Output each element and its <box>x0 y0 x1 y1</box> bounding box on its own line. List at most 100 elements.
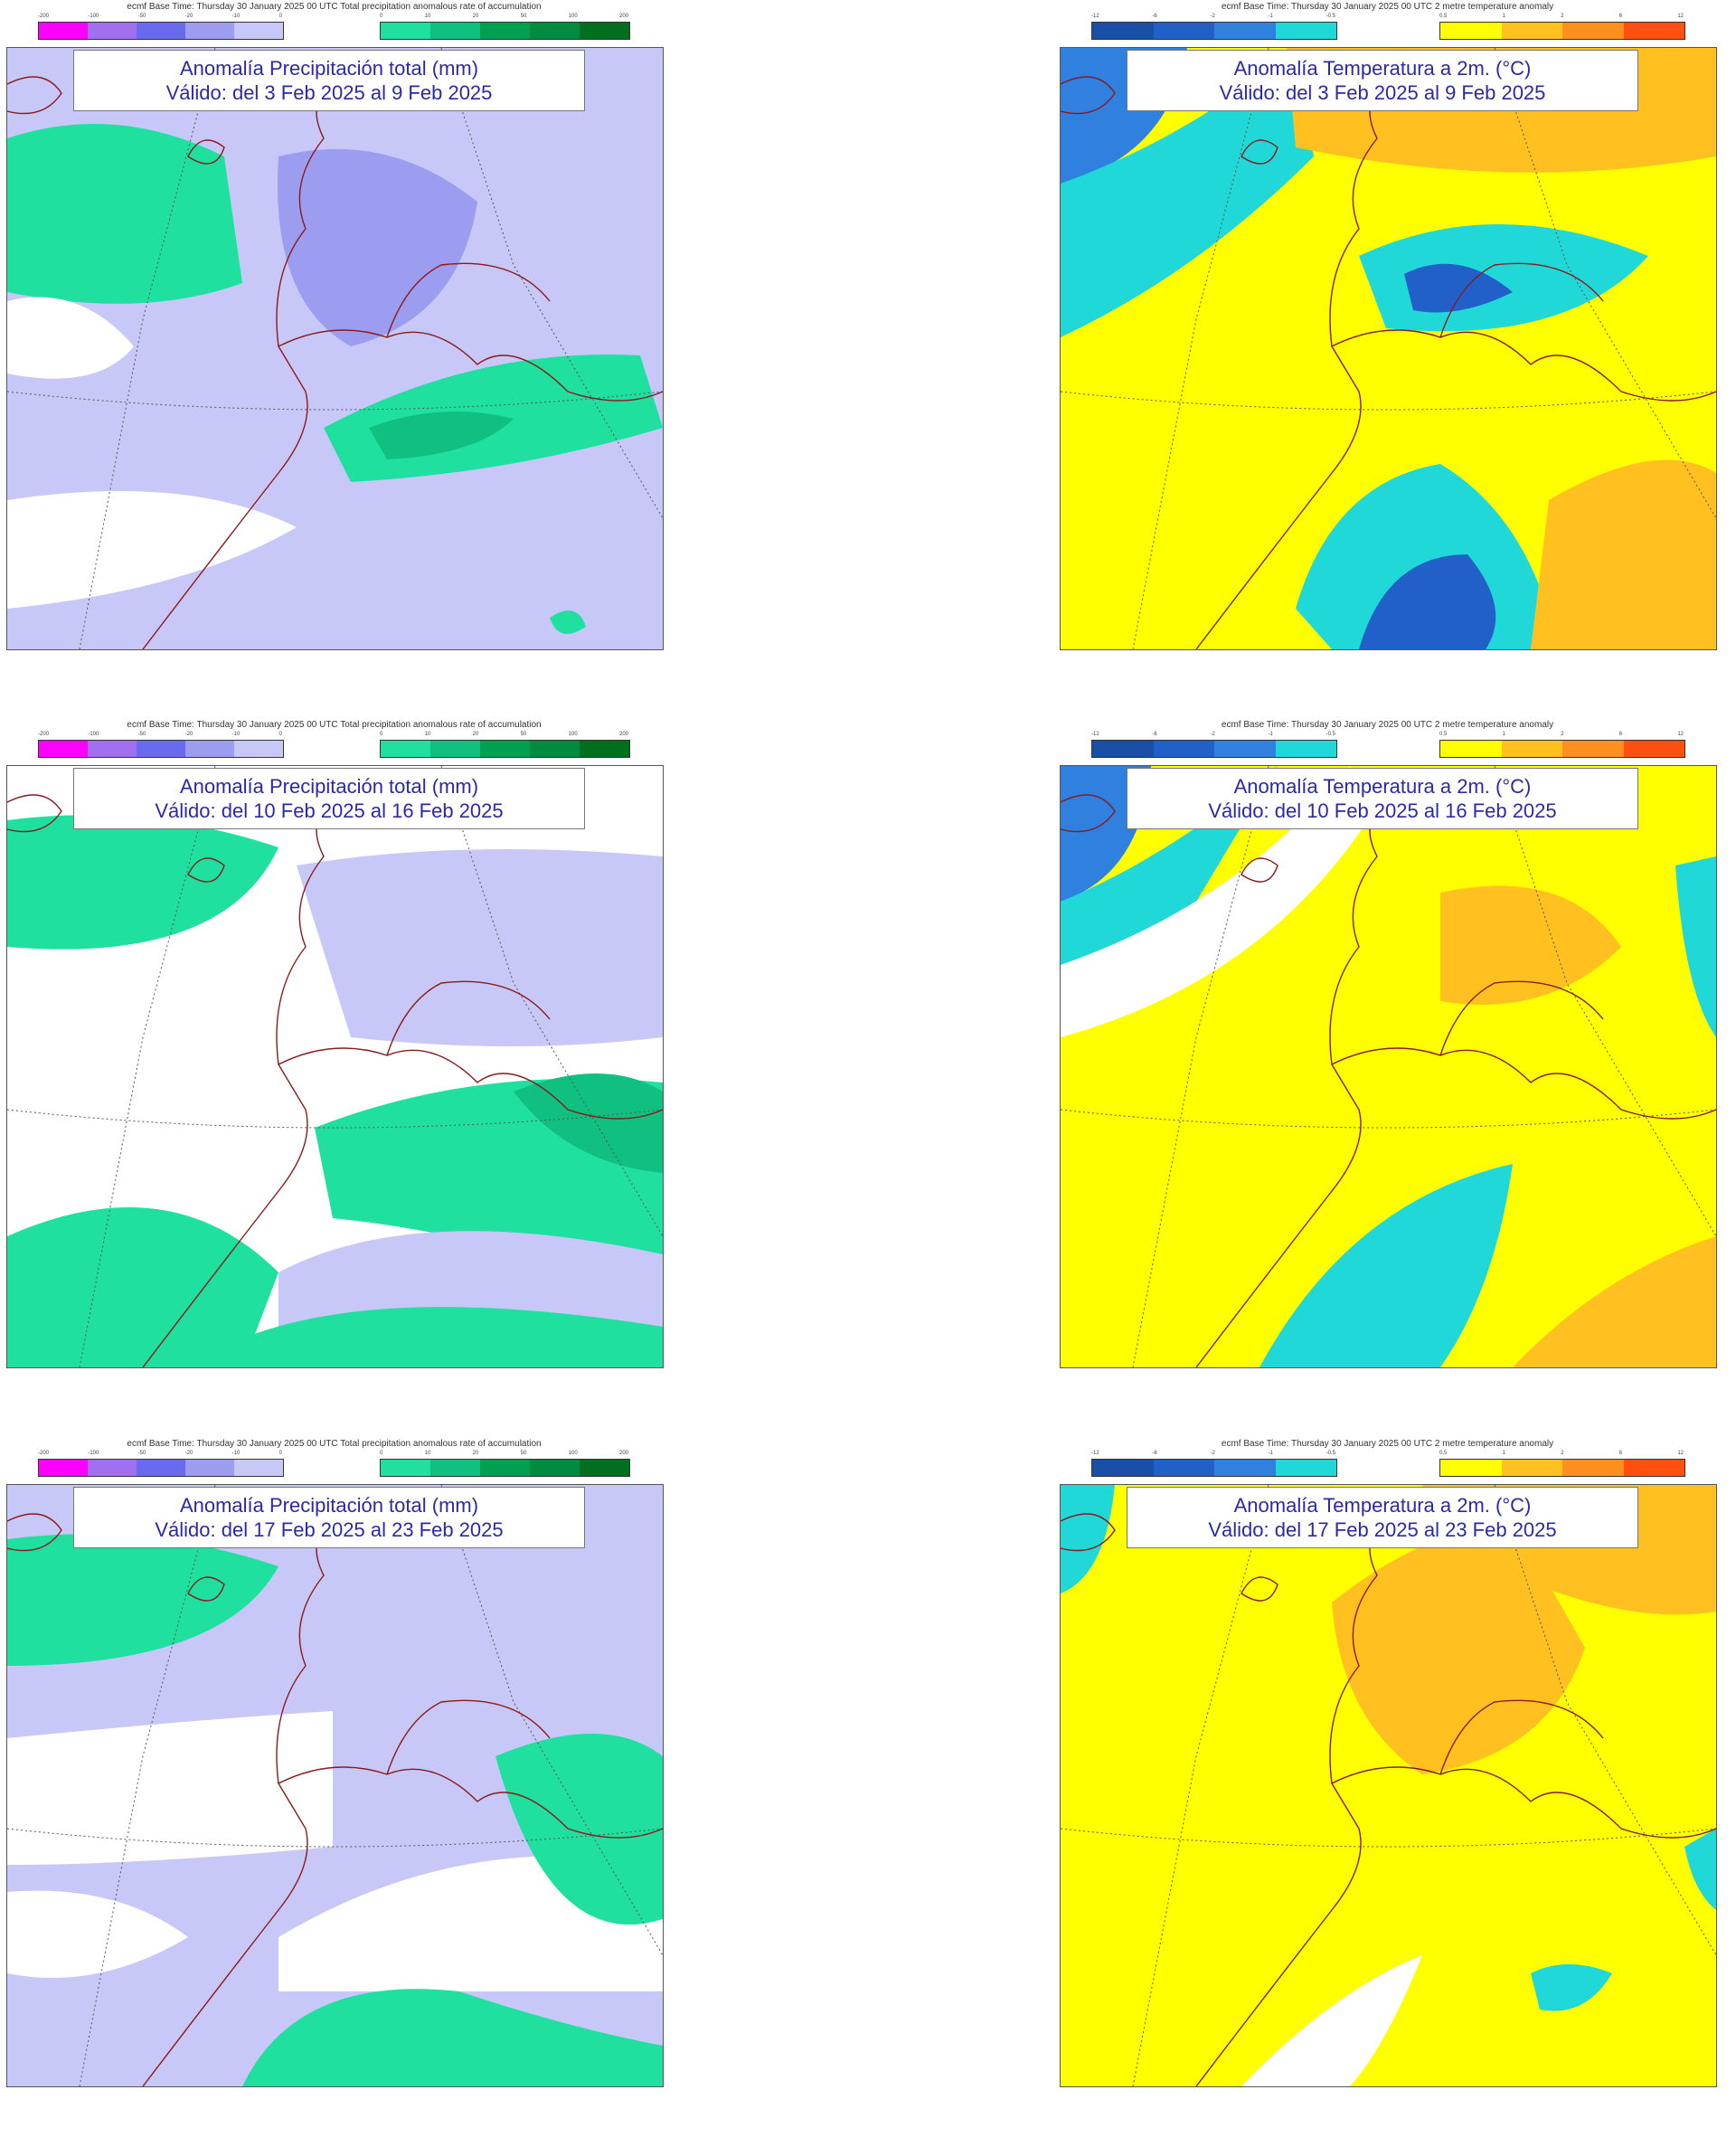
anomaly-region <box>7 1207 278 1367</box>
tick-label: 6 <box>1618 1451 1623 1456</box>
map-canvas <box>1061 48 1716 649</box>
precip-anomaly-panel: ecmf Base Time: Thursday 30 January 2025… <box>6 0 664 719</box>
base-time-header: ecmf Base Time: Thursday 30 January 2025… <box>1221 2 1554 12</box>
positive-colorbar-ticks: 0.5 1 2 6 12 <box>1439 14 1684 19</box>
colorbar-swatch <box>1153 1460 1214 1476</box>
tick-label: -100 <box>88 1451 99 1456</box>
graticule <box>1061 48 1716 649</box>
colorbar-swatch <box>1501 23 1562 39</box>
temp-anomaly-panel: ecmf Base Time: Thursday 30 January 2025… <box>1060 718 1717 1437</box>
colorbar-swatch <box>1214 23 1276 39</box>
colorbar-swatch <box>1214 741 1276 757</box>
coastline <box>7 1513 663 2086</box>
tick-label: -10 <box>231 732 241 737</box>
anomaly-region <box>188 1307 663 1367</box>
colorbar-swatch <box>430 1460 480 1476</box>
coastline <box>7 76 663 649</box>
tick-label: 12 <box>1677 1451 1684 1456</box>
colorbar-swatch <box>1440 1460 1502 1476</box>
temp-anomaly-panel: ecmf Base Time: Thursday 30 January 2025… <box>1060 0 1717 719</box>
anomaly-region <box>1061 1485 1115 1593</box>
anomaly-region <box>1513 1236 1716 1367</box>
tick-label: 100 <box>568 732 578 737</box>
colorbar-swatch <box>1501 741 1562 757</box>
tick-label: 0 <box>278 1451 282 1456</box>
colorbar-swatch <box>234 1460 283 1476</box>
colorbar-swatch <box>1275 23 1336 39</box>
positive-colorbar <box>1439 1459 1685 1477</box>
valid-period: Válido: del 3 Feb 2025 al 9 Feb 2025 <box>1219 81 1546 104</box>
positive-colorbar-ticks: 0.5 1 2 6 12 <box>1439 732 1684 737</box>
colorbar-swatch <box>1153 741 1214 757</box>
colorbar-swatch <box>381 23 430 39</box>
tick-label: 50 <box>520 732 527 737</box>
map-title-box: Anomalía Temperatura a 2m. (°C) Válido: d… <box>1127 1487 1638 1548</box>
tick-label: 200 <box>618 14 628 19</box>
coastline <box>1061 76 1716 649</box>
tick-label: -2 <box>1210 1451 1215 1456</box>
anomaly-map <box>6 765 664 1368</box>
negative-colorbar-ticks: -12 -6 -2 -1 -0.5 <box>1091 732 1335 737</box>
tick-label: 20 <box>472 1451 479 1456</box>
map-title: Anomalía Temperatura a 2m. (°C) <box>1233 1494 1532 1517</box>
negative-colorbar-ticks: -12 -6 -2 -1 -0.5 <box>1091 1451 1335 1456</box>
colorbar-swatch <box>1562 23 1624 39</box>
negative-colorbar-ticks: -200 -100 -50 -20 -10 0 <box>38 1451 282 1456</box>
positive-colorbar <box>380 22 630 40</box>
map-title-box: Anomalía Precipitación total (mm) Válido:… <box>73 768 585 829</box>
colorbar-swatch <box>1092 23 1154 39</box>
tick-label: -1 <box>1268 732 1273 737</box>
anomaly-region <box>1061 766 1368 1037</box>
valid-period: Válido: del 17 Feb 2025 al 23 Feb 2025 <box>1208 1518 1557 1541</box>
coastline <box>1061 1513 1716 2086</box>
anomaly-region <box>1332 1521 1585 1774</box>
tick-label: -0.5 <box>1326 14 1335 19</box>
tick-label: 0 <box>380 1451 383 1456</box>
tick-label: 50 <box>520 14 527 19</box>
colorbar-swatch <box>1440 741 1502 757</box>
colorbar-swatch <box>1501 1460 1562 1476</box>
anomaly-map <box>6 47 664 650</box>
anomaly-region <box>7 491 297 609</box>
colorbar-swatch <box>39 1460 88 1476</box>
negative-colorbar-ticks: -12 -6 -2 -1 -0.5 <box>1091 14 1335 19</box>
colorbar-swatch <box>430 23 480 39</box>
colorbar-swatch <box>234 23 283 39</box>
colorbar-swatch <box>185 741 234 757</box>
tick-label: -2 <box>1210 732 1215 737</box>
colorbar-swatch <box>1440 23 1502 39</box>
anomaly-region <box>1684 1829 1716 1910</box>
tick-label: -6 <box>1152 732 1157 737</box>
tick-label: 1 <box>1502 732 1505 737</box>
tick-label: 2 <box>1561 14 1564 19</box>
tick-label: -200 <box>38 1451 50 1456</box>
colorbar-swatch <box>530 1460 580 1476</box>
anomaly-map <box>1060 47 1717 650</box>
tick-label: -6 <box>1152 14 1157 19</box>
positive-colorbar <box>1439 22 1685 40</box>
map-title-box: Anomalía Precipitación total (mm) Válido:… <box>73 1487 585 1548</box>
colorbar-swatch <box>185 23 234 39</box>
tick-label: -12 <box>1091 1451 1099 1456</box>
tick-label: 0.5 <box>1439 732 1448 737</box>
colorbar-swatch <box>480 23 530 39</box>
tick-label: 0 <box>380 732 383 737</box>
tick-label: -0.5 <box>1326 1451 1335 1456</box>
tick-label: 0 <box>278 732 282 737</box>
negative-colorbar <box>38 1459 284 1477</box>
tick-label: 100 <box>568 14 578 19</box>
anomaly-region <box>495 1734 663 1925</box>
anomaly-map <box>1060 1484 1717 2087</box>
valid-period: Válido: del 3 Feb 2025 al 9 Feb 2025 <box>165 81 493 104</box>
tick-label: 200 <box>618 732 628 737</box>
colorbar-swatch <box>88 741 137 757</box>
positive-colorbar-ticks: 0.5 1 2 6 12 <box>1439 1451 1684 1456</box>
colorbar-swatch <box>530 23 580 39</box>
coastline <box>1061 794 1716 1367</box>
tick-label: -50 <box>137 732 146 737</box>
colorbar-swatch <box>1214 1460 1276 1476</box>
tick-label: 100 <box>568 1451 578 1456</box>
colorbar-swatch <box>381 741 430 757</box>
tick-label: -20 <box>184 732 193 737</box>
tick-label: 20 <box>472 732 479 737</box>
